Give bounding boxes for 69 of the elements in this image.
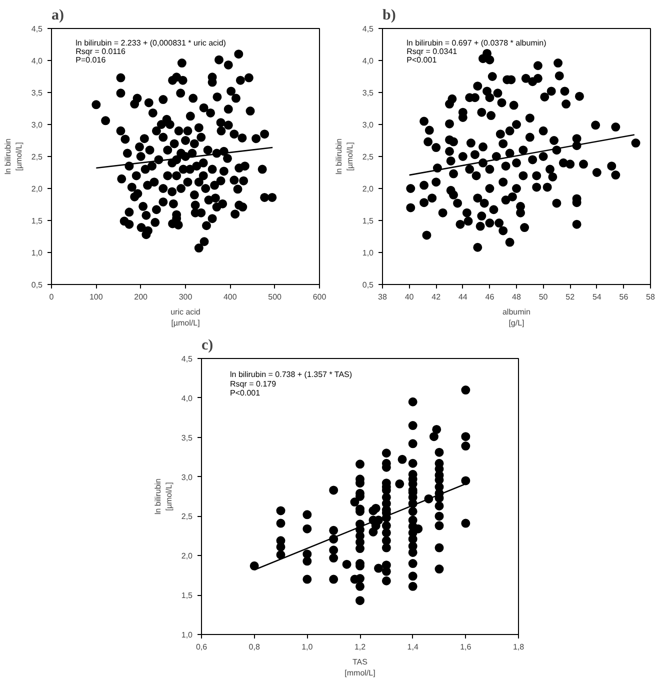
- x-axis-title: albumin [g/L]: [502, 308, 531, 328]
- y-tick-label: 4,5: [181, 354, 194, 364]
- y-tick-label: 0,5: [362, 280, 374, 290]
- y-tick-label: 3,5: [31, 88, 44, 98]
- y-tick-label: 3,0: [181, 472, 194, 482]
- annotation: P<0.001: [230, 388, 261, 398]
- y-tick-label: 1,5: [181, 591, 194, 600]
- annotation: P<0.001: [406, 56, 438, 65]
- x-tick-label: 52: [566, 292, 576, 302]
- y-tick-label: 3,0: [31, 120, 44, 130]
- y-tick-label: 2,0: [362, 184, 374, 194]
- x-tick-label: 200: [134, 292, 148, 302]
- annotation: ln bilirubin = 0.697 + (0.0378 * albumin): [406, 38, 547, 48]
- x-axis-title: uric acid [µmol/L]: [170, 308, 200, 328]
- y-tick-label: 4,0: [362, 56, 374, 66]
- y-tick-label: 3,5: [362, 88, 374, 98]
- chart-title: a): [52, 8, 64, 24]
- y-tick-label: 2,0: [31, 184, 44, 194]
- x-tick-label: 48: [512, 292, 522, 302]
- x-axis-title: TAS [mmol/L]: [344, 658, 376, 678]
- annotation: Rsqr = 0.0341: [406, 47, 458, 56]
- x-tick-label: 600: [312, 292, 327, 302]
- x-tick-label: 54: [592, 292, 602, 302]
- y-tick-label: 1,0: [181, 630, 194, 640]
- y-tick-label: 1,5: [31, 216, 44, 226]
- annotation: Rsqr = 0.0116: [76, 47, 126, 56]
- annotation: P=0.016: [76, 56, 106, 65]
- chart-title: c): [202, 338, 214, 354]
- x-tick-label: 40: [404, 292, 414, 302]
- x-tick-label: 38: [378, 292, 388, 302]
- x-tick-label: 300: [178, 292, 193, 302]
- annotation: ln bilirubin = 0.738 + (1.357 * TAS): [230, 370, 352, 380]
- y-tick-label: 1,5: [362, 216, 374, 226]
- y-tick-label: 2,5: [31, 152, 44, 162]
- x-tick-label: 100: [89, 292, 104, 302]
- y-tick-label: 2,5: [181, 512, 194, 522]
- y-axis-title: ln bilirubin [µmol/L]: [154, 478, 174, 515]
- y-tick-label: 3,5: [181, 433, 194, 442]
- x-tick-label: 44: [458, 292, 468, 302]
- y-tick-label: 2,0: [181, 552, 194, 561]
- x-tick-label: 42: [432, 292, 442, 302]
- y-tick-label: 4,0: [181, 394, 194, 403]
- x-tick-label: 46: [485, 292, 495, 302]
- y-tick-label: 0,5: [31, 280, 44, 290]
- chart-title: b): [382, 8, 396, 24]
- y-tick-label: 4,5: [31, 24, 44, 34]
- y-tick-label: 4,0: [31, 56, 44, 66]
- x-tick-label: 1,4: [407, 642, 419, 652]
- y-tick-label: 1,0: [362, 248, 374, 258]
- x-tick-label: 1,6: [460, 642, 472, 652]
- x-tick-label: 0,6: [196, 642, 208, 652]
- y-axis-title: ln bilirubin [µmol/L]: [4, 138, 24, 175]
- x-tick-label: 1,2: [354, 642, 366, 652]
- x-tick-label: 50: [538, 292, 548, 302]
- x-tick-label: 0,8: [248, 642, 260, 652]
- x-tick-label: 0: [49, 292, 54, 302]
- x-tick-label: 1,8: [512, 642, 525, 652]
- y-tick-label: 1,0: [31, 248, 44, 258]
- x-tick-label: 58: [646, 292, 656, 302]
- y-tick-label: 4,5: [362, 24, 374, 34]
- x-tick-label: 1,0: [302, 642, 314, 652]
- y-tick-label: 3,0: [362, 120, 374, 130]
- x-tick-label: 500: [268, 292, 282, 302]
- x-tick-label: 56: [619, 292, 629, 302]
- y-tick-label: 2,5: [362, 152, 374, 162]
- annotation: Rsqr = 0.179: [230, 379, 277, 388]
- y-axis-title: ln bilirubin [µmol/L]: [334, 138, 354, 175]
- annotation: ln bilirubin = 2.233 + (0,000831 * uric acid): [76, 38, 226, 48]
- x-tick-label: 400: [223, 292, 238, 302]
